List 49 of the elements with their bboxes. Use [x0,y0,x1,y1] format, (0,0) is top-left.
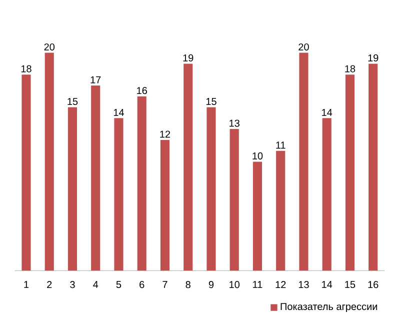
x-tick-label: 9 [208,281,214,288]
x-tick-label: 16 [368,281,378,288]
data-label: 11 [276,142,286,149]
x-tick-label: 7 [162,281,168,288]
x-tick-label: 5 [116,281,122,288]
bar [91,85,100,271]
bar [368,64,378,271]
bar [345,74,355,271]
x-tick-label: 12 [276,281,286,288]
x-tick-label: 3 [70,281,75,288]
data-label: 20 [44,43,55,51]
data-label: 19 [368,54,378,62]
data-label: 17 [90,76,101,84]
x-tick-label: 10 [230,281,240,288]
bar [22,74,31,271]
data-label: 15 [68,98,78,106]
bar [44,52,54,271]
data-label: 19 [183,54,194,62]
legend-label: Показатель агрессии [280,303,378,312]
data-label: 14 [322,109,332,116]
data-label: 12 [160,130,170,138]
bar [252,162,262,271]
bar [322,118,332,271]
data-label: 15 [206,98,216,106]
x-tick-label: 2 [47,281,52,288]
data-label: 20 [298,43,309,51]
x-tick-label: 15 [345,281,356,288]
bar [206,107,216,271]
x-tick-label: 1 [24,281,29,288]
x-tick-label: 6 [140,281,144,288]
x-tick-label: 11 [253,281,262,288]
bar [137,96,146,271]
data-label: 14 [114,109,124,116]
bar [68,107,78,271]
data-label: 13 [230,120,240,127]
data-label: 16 [137,87,147,94]
bar [114,118,124,271]
x-tick-label: 13 [298,281,309,288]
bar [230,129,239,271]
x-tick-label: 4 [93,281,98,288]
x-tick-label: 14 [322,281,332,288]
data-label: 18 [21,65,32,72]
bar [276,150,286,271]
data-label: 10 [252,152,263,160]
bar [184,64,193,271]
bar [160,140,170,271]
data-label: 18 [345,65,356,72]
x-tick-label: 8 [186,281,190,288]
bar [299,52,308,271]
